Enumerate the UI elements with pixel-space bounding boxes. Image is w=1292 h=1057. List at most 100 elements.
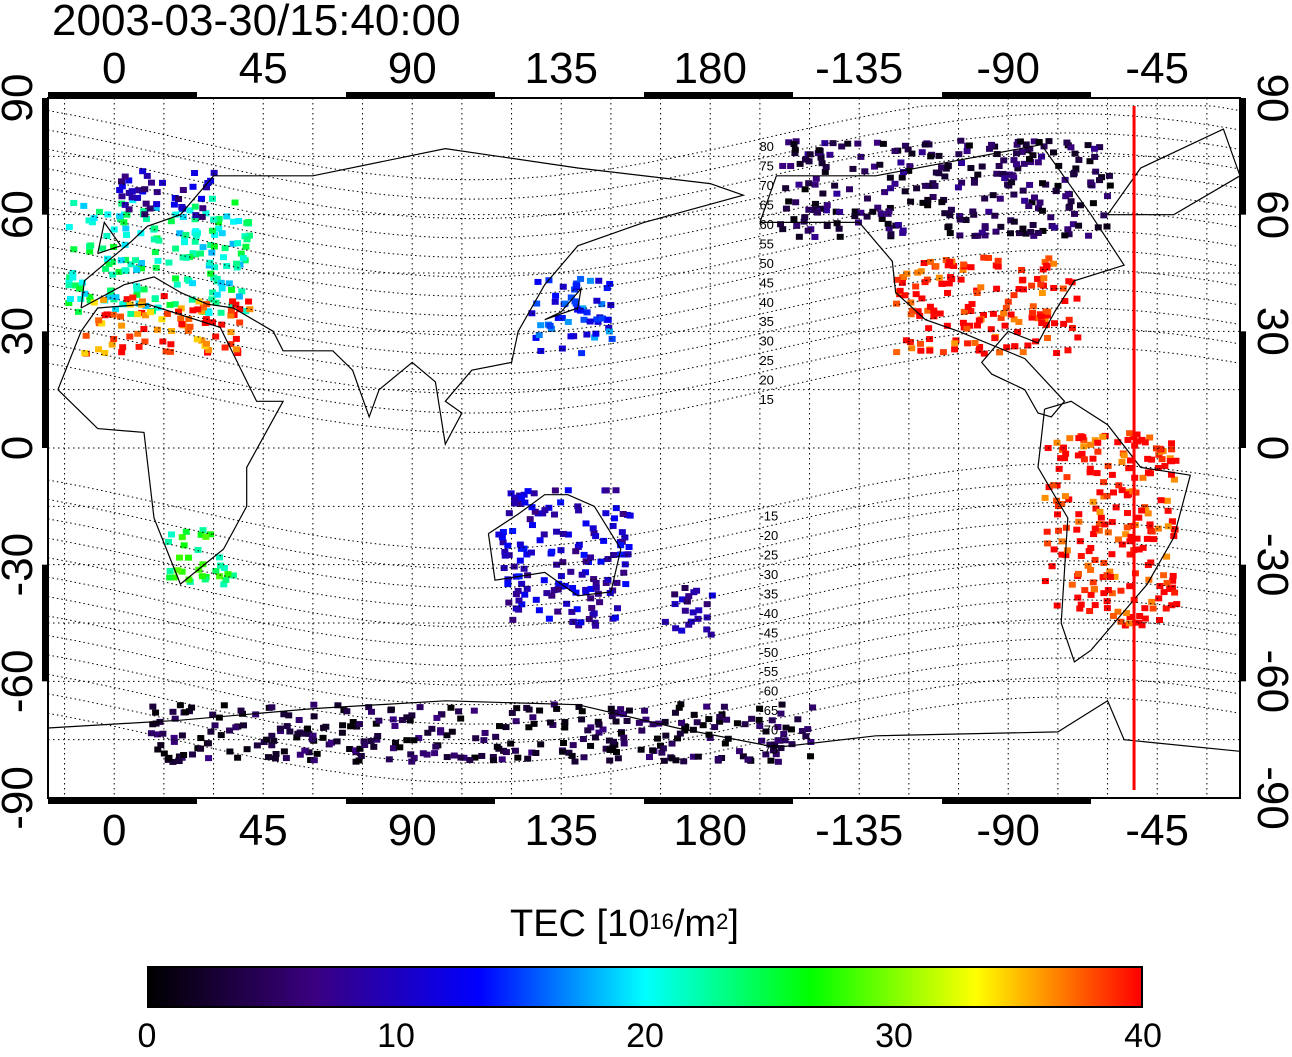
- tec-cell: [921, 279, 929, 286]
- tec-cell: [1118, 458, 1126, 465]
- tec-cell: [959, 319, 967, 326]
- tec-cell: [1028, 199, 1036, 206]
- tec-cell: [153, 201, 161, 208]
- tec-cell: [294, 730, 302, 737]
- tec-cell: [906, 163, 914, 170]
- tec-cell: [1081, 587, 1089, 594]
- colorbar-tick-label: 30: [875, 1017, 913, 1055]
- tec-cell: [1097, 514, 1105, 521]
- tec-cell: [135, 343, 143, 350]
- tec-cell: [1008, 179, 1016, 186]
- tec-cell: [1120, 452, 1128, 459]
- contour-label: -75: [759, 742, 778, 757]
- tec-cell: [365, 704, 373, 711]
- tec-cell: [501, 548, 509, 555]
- tec-cell: [1108, 519, 1116, 526]
- tec-cell: [748, 715, 756, 722]
- tec-cell: [1018, 148, 1026, 155]
- tec-cell: [891, 180, 899, 187]
- tec-cell: [1065, 204, 1073, 211]
- tec-cell: [1004, 298, 1012, 305]
- tec-cell: [605, 737, 613, 744]
- tec-cell: [901, 292, 909, 299]
- tec-cell: [815, 147, 823, 154]
- tec-cell: [551, 487, 559, 494]
- tec-cell: [208, 296, 216, 303]
- contour-line: [47, 113, 1241, 200]
- tec-cell: [185, 277, 193, 284]
- tec-cell: [239, 722, 247, 729]
- contour-label: -65: [759, 703, 778, 718]
- tec-cell: [944, 163, 952, 170]
- tec-cell: [1034, 275, 1042, 282]
- tec-cell: [1162, 605, 1170, 612]
- tec-cell: [638, 727, 646, 734]
- tec-cell: [592, 533, 600, 540]
- tec-cell: [975, 347, 983, 354]
- tec-cell: [612, 749, 620, 756]
- tec-cell: [211, 264, 219, 271]
- tec-cell: [528, 310, 536, 317]
- tec-cell: [1126, 538, 1134, 545]
- tec-cell: [918, 149, 926, 156]
- tec-cell: [191, 216, 199, 223]
- contour-line: [47, 132, 1241, 220]
- tec-cell: [1126, 430, 1134, 437]
- tec-cell: [489, 754, 497, 761]
- tec-cell: [1150, 536, 1158, 543]
- tec-cell: [772, 751, 780, 758]
- tec-cell: [924, 307, 932, 314]
- tec-cell: [1047, 214, 1055, 221]
- tec-cell: [973, 290, 981, 297]
- tec-cell: [553, 561, 561, 568]
- tec-cell: [1123, 510, 1131, 517]
- tec-cell: [1104, 586, 1112, 593]
- frame-bar: [48, 92, 197, 98]
- tec-cell: [806, 151, 814, 158]
- tec-cell: [510, 500, 518, 507]
- tec-cell: [143, 172, 151, 179]
- tec-cell: [894, 221, 902, 228]
- tec-cell: [293, 734, 301, 741]
- tec-cell: [333, 738, 341, 745]
- tec-cell: [528, 749, 536, 756]
- tec-cell: [560, 739, 568, 746]
- tec-cell: [833, 220, 841, 227]
- tec-cell: [212, 333, 220, 340]
- tec-cell: [305, 749, 313, 756]
- tec-cell: [226, 748, 234, 755]
- lat-tick-label-right: -30: [1248, 533, 1292, 597]
- tec-cell: [1061, 297, 1069, 304]
- tec-cell: [681, 607, 689, 614]
- tec-cell: [1058, 500, 1066, 507]
- tec-cell: [220, 564, 228, 571]
- tec-cell: [620, 569, 628, 576]
- tec-cell: [778, 701, 786, 708]
- tec-cell: [415, 735, 423, 742]
- tec-cell: [926, 303, 934, 310]
- tec-cell: [974, 322, 982, 329]
- tec-cell: [1040, 143, 1048, 150]
- tec-cell: [1073, 295, 1081, 302]
- tec-cell: [912, 291, 920, 298]
- tec-cell: [308, 736, 316, 743]
- tec-cell: [768, 717, 776, 724]
- tec-cell: [433, 714, 441, 721]
- frame-bar: [644, 798, 793, 804]
- tec-cell: [755, 716, 763, 723]
- tec-cell: [668, 740, 676, 747]
- tec-cell: [956, 232, 964, 239]
- tec-cell: [699, 722, 707, 729]
- tec-cell: [1026, 181, 1034, 188]
- contour-label: -25: [759, 548, 778, 563]
- lat-tick-label-right: 0: [1248, 436, 1292, 460]
- tec-cell: [552, 292, 560, 299]
- tec-cell: [593, 316, 601, 323]
- tec-cell: [347, 723, 355, 730]
- tec-cell: [920, 260, 928, 267]
- tec-cell: [224, 571, 232, 578]
- axis-labels: 0 0 45 45 90 90 135 135 180 180 -135 -135 -90 -90 -45 -…: [0, 44, 1292, 855]
- tec-cell: [1010, 292, 1018, 299]
- tec-cell: [980, 254, 988, 261]
- tec-cell: [1080, 443, 1088, 450]
